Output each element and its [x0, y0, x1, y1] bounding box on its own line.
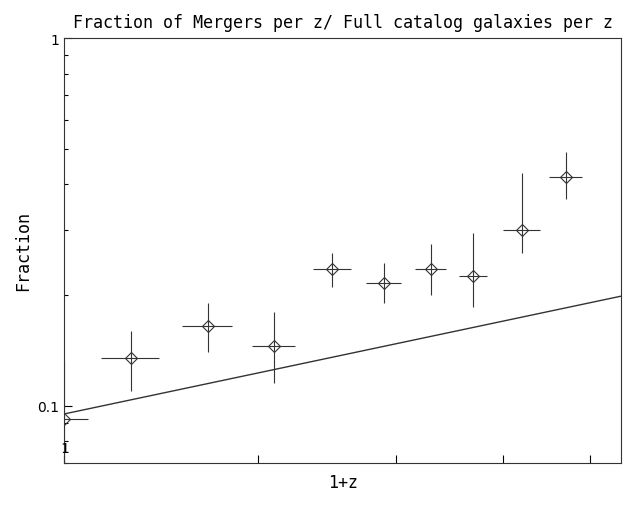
Title: Fraction of Mergers per z/ Full catalog galaxies per z: Fraction of Mergers per z/ Full catalog … [73, 14, 613, 32]
Text: 1: 1 [60, 441, 69, 456]
X-axis label: 1+z: 1+z [328, 473, 358, 491]
Y-axis label: Fraction: Fraction [14, 211, 32, 291]
